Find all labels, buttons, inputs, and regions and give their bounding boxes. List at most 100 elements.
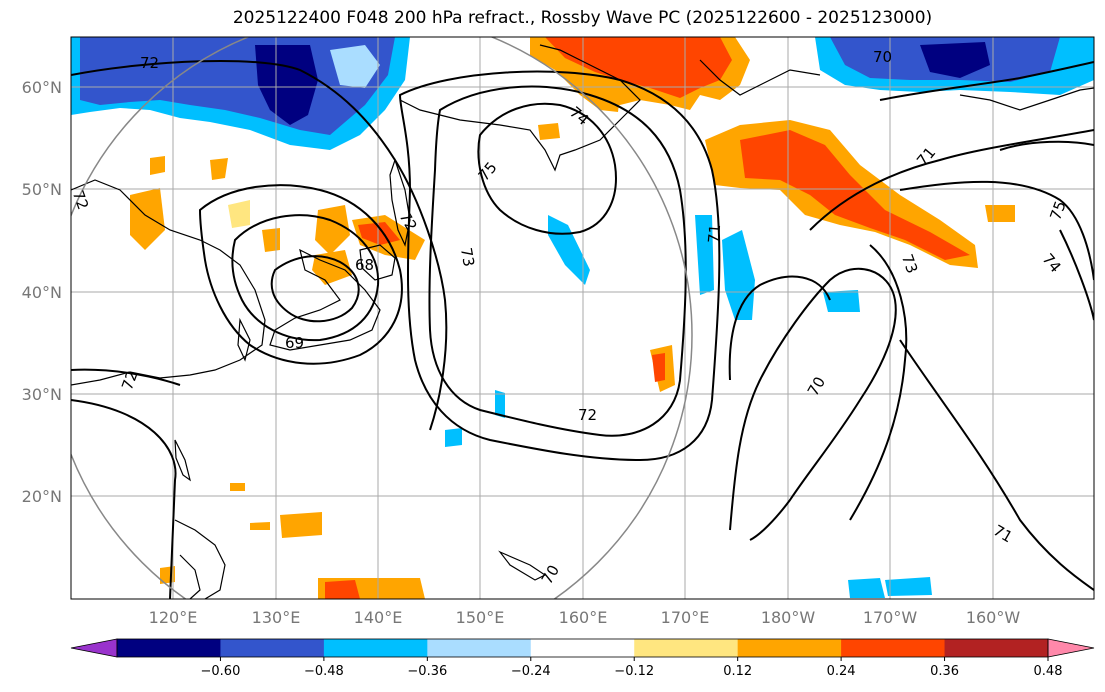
positive-anomaly-region — [130, 188, 165, 250]
contour-label: 69 — [285, 334, 304, 352]
negative-anomaly-region — [848, 578, 885, 598]
negative-anomaly-region — [330, 45, 380, 88]
negative-anomaly-region — [823, 290, 860, 312]
map-panel: 72 72 72 72 68 69 75 74 73 71 72 70 70 7… — [69, 37, 1094, 599]
coastline — [174, 439, 191, 482]
positive-anomaly-region — [358, 222, 400, 245]
contour-line — [71, 59, 448, 431]
negative-anomaly-region — [548, 215, 590, 285]
contour-line — [999, 140, 1094, 151]
contour-labels: 72 72 72 72 68 69 75 74 73 71 72 70 70 7… — [69, 48, 1070, 587]
contour-line — [71, 368, 181, 386]
contour-label: 72 — [578, 406, 597, 424]
coastline — [498, 550, 547, 581]
colorbar-extend-low — [70, 638, 118, 658]
contour-label: 73 — [457, 246, 478, 268]
colorbar-segment — [117, 639, 221, 657]
colorbar-extend-high — [1047, 638, 1095, 658]
negative-anomaly-region — [495, 390, 505, 418]
lon-label: 160°W — [966, 608, 1021, 627]
colorbar-segment — [427, 639, 532, 657]
contour-line — [899, 339, 1094, 591]
lat-label: 40°N — [22, 283, 62, 302]
coastline — [699, 59, 821, 96]
negative-anomaly-region — [920, 42, 990, 78]
positive-anomaly-region — [600, 95, 620, 112]
lat-label: 30°N — [22, 385, 62, 404]
lat-label: 50°N — [22, 180, 62, 199]
positive-anomaly-region — [150, 156, 165, 175]
contour-label: 73 — [898, 252, 921, 276]
colorbar-tick-label: 0.48 — [1034, 664, 1063, 679]
contour-label: 70 — [873, 48, 892, 66]
contour-line — [879, 61, 1094, 101]
positive-anomaly-region — [652, 353, 665, 382]
colorbar-segment — [841, 639, 946, 657]
gridlines — [71, 37, 1094, 599]
contour-line — [728, 275, 831, 381]
contour-line — [270, 255, 360, 323]
lon-label: 150°E — [456, 608, 505, 627]
coastline — [959, 87, 1094, 111]
contour-line — [198, 184, 403, 365]
lat-label: 20°N — [22, 487, 62, 506]
positive-anomaly-region — [230, 483, 245, 491]
colorbar-tick-label: −0.48 — [304, 664, 344, 679]
colorbar-tick-label: −0.24 — [511, 664, 551, 679]
latitude-labels: 60°N 50°N 40°N 30°N 20°N — [22, 78, 62, 506]
lon-label: 130°E — [252, 608, 301, 627]
reference-circle — [71, 37, 693, 599]
negative-anomaly-region — [445, 428, 462, 447]
contour-line — [231, 214, 380, 342]
coastline — [399, 44, 641, 172]
colorbar-segment — [944, 639, 1049, 657]
positive-anomaly-region — [985, 205, 1015, 222]
positive-anomaly-region — [262, 228, 280, 252]
contour-label: 72 — [69, 188, 92, 212]
lon-label: 180°W — [761, 608, 816, 627]
contour-line — [899, 180, 1094, 281]
negative-anomaly-region — [885, 577, 932, 596]
negative-anomaly-region — [255, 45, 318, 125]
lon-label: 170°W — [863, 608, 918, 627]
lon-label: 160°E — [559, 608, 608, 627]
colorbar-tick-label: −0.12 — [614, 664, 654, 679]
positive-anomaly-region — [325, 580, 360, 599]
positive-anomaly-region — [312, 250, 352, 285]
lat-label: 60°N — [22, 78, 62, 97]
contour-label: 72 — [118, 368, 141, 392]
colorbar-tick-label: −0.36 — [407, 664, 447, 679]
colorbar-tick-label: 0.24 — [827, 664, 856, 679]
colorbar-segment — [530, 639, 635, 657]
lon-label: 170°E — [661, 608, 710, 627]
contour-label: 68 — [355, 256, 374, 274]
positive-anomaly-region — [228, 200, 250, 228]
negative-anomaly-region — [695, 215, 714, 295]
colorbar-tick-label: −0.60 — [201, 664, 241, 679]
contour-line — [849, 244, 908, 521]
colorbar-segment — [634, 639, 739, 657]
colorbar-segment — [737, 639, 842, 657]
lon-label: 120°E — [149, 608, 198, 627]
positive-anomaly-region — [280, 512, 322, 538]
contour-line — [71, 399, 177, 599]
coastline — [179, 554, 201, 599]
negative-anomaly-region — [80, 37, 395, 135]
coastline — [174, 519, 226, 599]
contour-label: 75 — [1046, 198, 1069, 222]
coastline — [389, 158, 411, 247]
contour-line — [428, 85, 687, 437]
contour-line — [398, 70, 721, 462]
colorbar-segment — [220, 639, 325, 657]
coastline — [237, 317, 251, 362]
colorbar: −0.60 −0.48 −0.36 −0.24 −0.12 0.12 0.24 0.36 0.4… — [70, 638, 1095, 679]
contour-line — [729, 267, 897, 541]
coastline — [359, 244, 396, 281]
contour-line — [809, 129, 1094, 231]
contour-label: 72 — [140, 54, 159, 72]
refractivity-contours — [71, 59, 1094, 599]
map-frame — [70, 36, 1095, 600]
positive-anomaly-region — [210, 158, 228, 180]
positive-anomaly-region — [538, 123, 560, 140]
